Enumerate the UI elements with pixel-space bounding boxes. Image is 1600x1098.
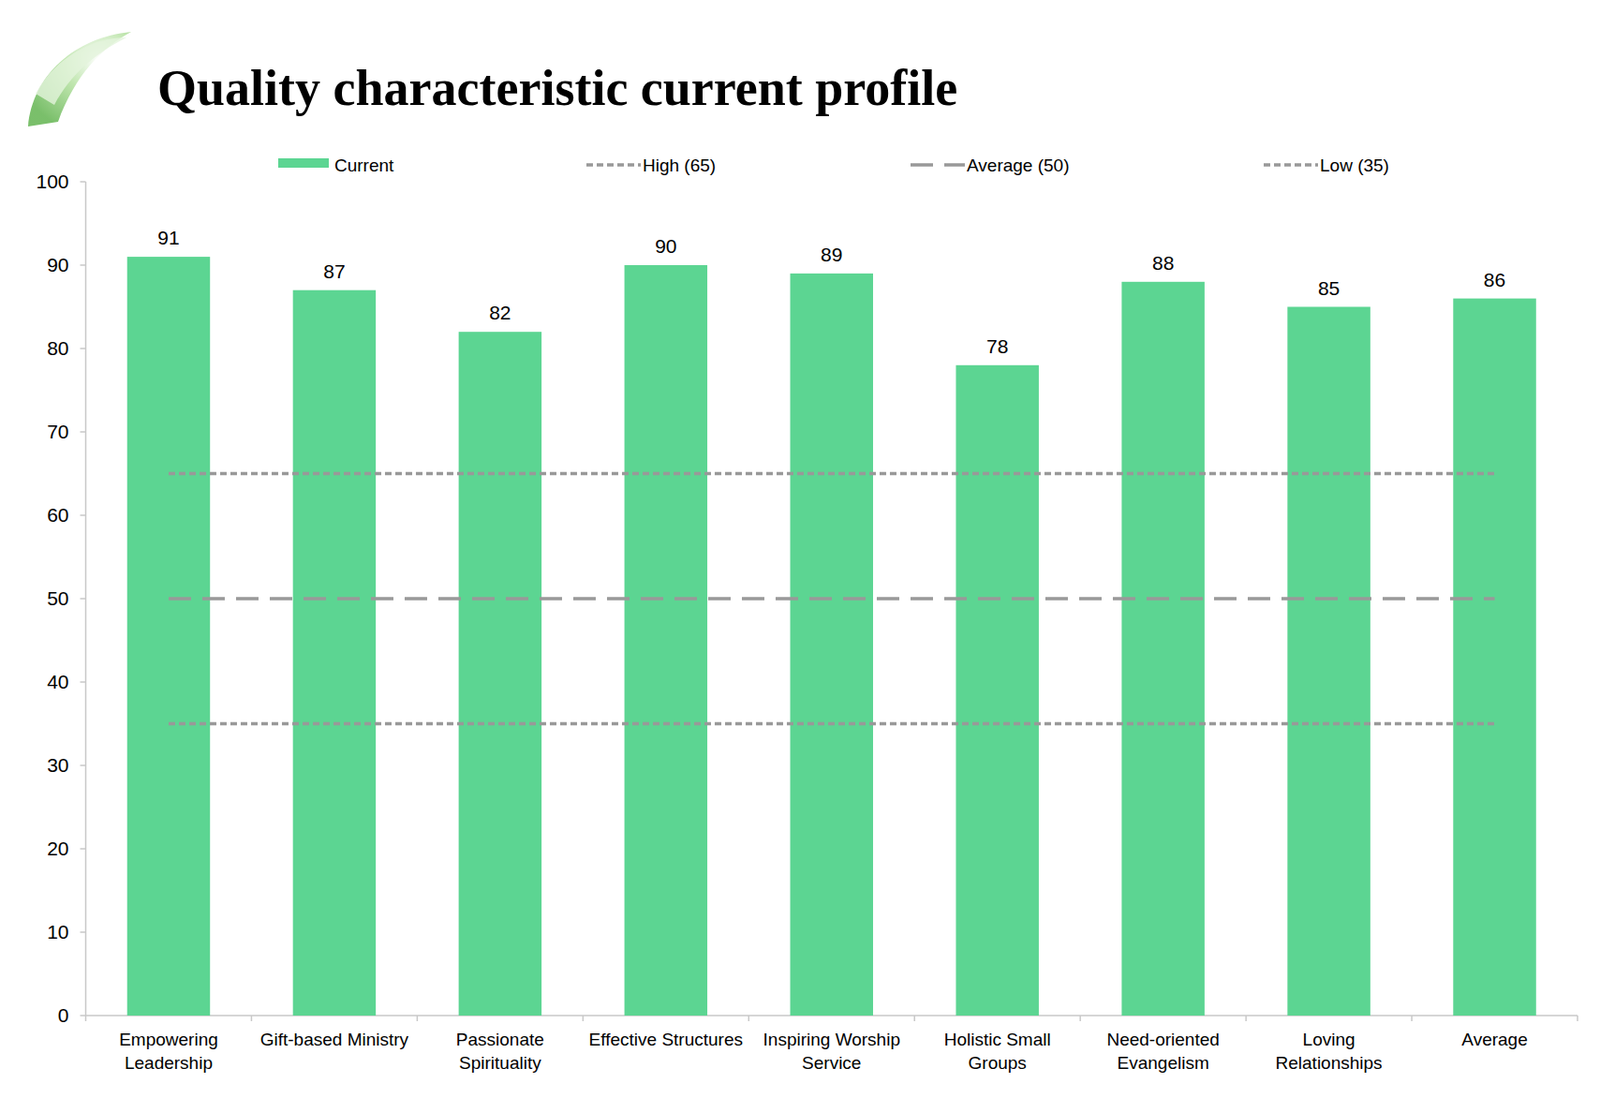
x-tick-label: Gift-based Ministry: [260, 1029, 410, 1050]
y-tick-label: 30: [46, 754, 69, 776]
legend-label: Low (35): [1319, 155, 1390, 176]
y-tick-label: 10: [46, 920, 69, 943]
data-label: 82: [488, 301, 511, 324]
y-tick-label: 100: [35, 170, 69, 193]
x-tick-label: Inspiring WorshipService: [763, 1029, 901, 1073]
x-tick: [582, 1015, 585, 1022]
y-tick-label: 20: [46, 837, 69, 860]
x-tick: [913, 1015, 916, 1022]
x-tick: [416, 1015, 419, 1022]
legend-swatch: [278, 158, 329, 168]
data-label: 89: [820, 243, 843, 266]
chart-title: Quality characteristic current profile: [157, 59, 958, 117]
x-tick: [85, 1015, 88, 1022]
plot-marks: [127, 256, 1537, 1016]
legend-label: Current: [334, 155, 395, 176]
x-tick-label: Need-orientedEvangelism: [1106, 1029, 1219, 1073]
y-tick: [80, 347, 87, 350]
x-tick-label: LovingRelationships: [1275, 1029, 1383, 1073]
x-tick-label: EmpoweringLeadership: [118, 1029, 219, 1073]
y-tick: [80, 847, 87, 850]
legend-swatch: [586, 162, 641, 167]
y-tick: [80, 430, 87, 433]
bar: [1287, 307, 1370, 1017]
y-tick: [80, 1014, 87, 1017]
data-label: 90: [654, 235, 677, 257]
data-label: 87: [323, 260, 345, 282]
reference-line: [168, 596, 1496, 601]
data-label: 88: [1152, 251, 1174, 274]
y-tick: [80, 264, 87, 267]
data-label: 78: [986, 335, 1008, 357]
y-tick-label: 60: [46, 503, 69, 526]
y-tick: [80, 597, 87, 600]
y-tick-label: 70: [46, 420, 69, 443]
data-label: 86: [1483, 268, 1506, 291]
x-tick-label: PassionateSpirituality: [456, 1029, 545, 1073]
y-tick-label: 50: [46, 587, 69, 609]
axes: 0 10 20 30 40 50 60 70 80 90 100: [35, 170, 1578, 1026]
legend-swatch: [1263, 162, 1319, 167]
data-label: 85: [1318, 277, 1340, 299]
x-tick: [1244, 1015, 1247, 1022]
y-tick: [80, 931, 87, 934]
y-tick-label: 40: [46, 670, 69, 693]
x-tick: [748, 1015, 751, 1022]
x-tick-label: Holistic SmallGroups: [944, 1029, 1052, 1073]
y-tick-label: 80: [46, 337, 69, 359]
bar: [127, 256, 210, 1016]
bar: [293, 290, 376, 1016]
x-tick-label: Average: [1461, 1029, 1527, 1050]
bar: [459, 331, 542, 1016]
chart-container: Quality characteristic current profile 0 1…: [0, 0, 1600, 1098]
x-tick: [1576, 1015, 1579, 1022]
bar: [1452, 298, 1536, 1016]
y-tick-label: 90: [46, 253, 69, 276]
chart-svg: Quality characteristic current profile 0 1…: [0, 0, 1600, 1098]
data-label: 91: [157, 226, 179, 249]
reference-line: [168, 722, 1496, 726]
x-tick: [1079, 1015, 1082, 1022]
y-tick: [80, 764, 87, 767]
legend-swatch: [910, 162, 965, 167]
y-tick: [80, 180, 87, 183]
x-tick-labels: EmpoweringLeadership Gift-based Ministry P…: [118, 1029, 1528, 1073]
x-tick: [251, 1015, 253, 1022]
y-tick-label: 0: [58, 1004, 70, 1026]
x-tick: [1410, 1015, 1413, 1022]
legend-label: Average (50): [966, 155, 1070, 176]
y-tick: [80, 681, 87, 683]
x-tick-label: Effective Structures: [589, 1029, 743, 1050]
legend: Current High (65) Average (50) Low (35): [278, 155, 1390, 176]
bar: [1121, 281, 1204, 1016]
logo: [28, 31, 132, 127]
bar: [624, 265, 708, 1016]
legend-label: High (65): [642, 155, 716, 176]
y-tick: [80, 514, 87, 517]
reference-line: [168, 472, 1496, 476]
bar: [955, 365, 1038, 1016]
data-labels: 91 87 82 90 89 78 88 85 86: [157, 226, 1506, 357]
bar: [790, 273, 874, 1016]
